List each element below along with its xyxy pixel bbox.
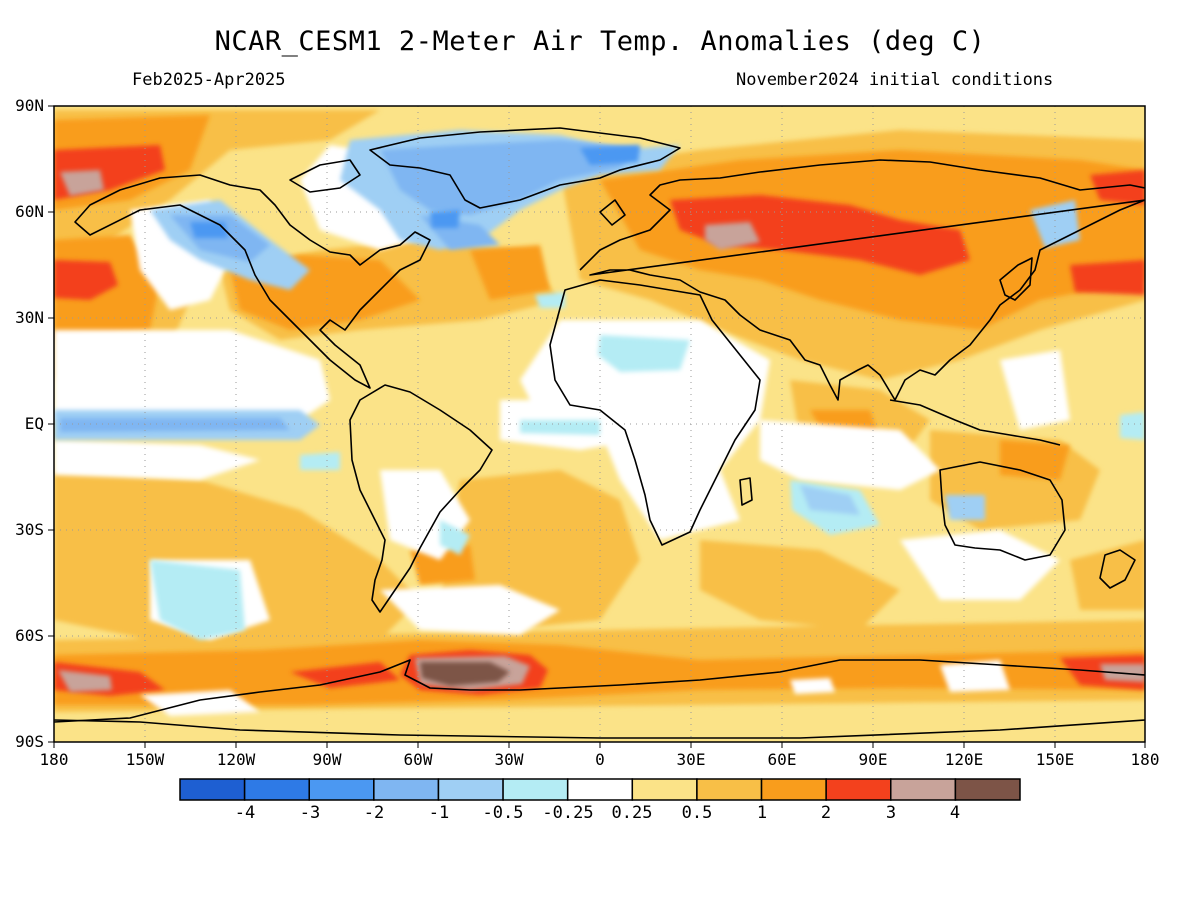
colorbar xyxy=(179,778,1021,801)
lon-label-30e: 30E xyxy=(676,750,706,769)
lat-label-90s: 90S xyxy=(15,732,44,751)
colorbar-label: -3 xyxy=(299,803,321,823)
lon-label-0: 0 xyxy=(595,750,605,769)
colorbar-swatch xyxy=(437,778,504,801)
lon-label-120w: 120W xyxy=(216,750,256,769)
lon-label-90e: 90E xyxy=(858,750,888,769)
colorbar-swatch xyxy=(760,778,827,801)
lon-label-60e: 60E xyxy=(767,750,797,769)
chart-title: NCAR_CESM1 2-Meter Air Temp. Anomalies (… xyxy=(214,26,986,57)
lon-label-150w: 150W xyxy=(125,750,165,769)
lon-label-30w: 30W xyxy=(494,750,524,769)
lat-label-90n: 90N xyxy=(15,96,44,115)
colorbar-swatch xyxy=(566,778,634,801)
colorbar-label: -0.5 xyxy=(482,803,524,823)
colorbar-swatch xyxy=(373,778,440,801)
anomaly-field xyxy=(54,106,1145,742)
lon-label-120e: 120E xyxy=(944,750,984,769)
colorbar-label: 0.25 xyxy=(611,803,653,823)
colorbar-swatch xyxy=(243,778,310,801)
lat-label-60n: 60N xyxy=(15,202,44,221)
colorbar-label: 4 xyxy=(949,803,961,823)
lat-label-30n: 30N xyxy=(15,308,44,327)
colorbar-label: 2 xyxy=(820,803,832,823)
colorbar-swatch xyxy=(502,778,569,801)
lon-label-90w: 90W xyxy=(312,750,342,769)
colorbar-swatch xyxy=(631,778,698,801)
colorbar-swatch xyxy=(890,778,957,801)
colorbar-label: 1 xyxy=(756,803,768,823)
colorbar-swatch xyxy=(308,778,375,801)
colorbar-swatch xyxy=(696,778,763,801)
colorbar-label: -0.25 xyxy=(542,803,594,823)
colorbar-swatch xyxy=(825,778,892,801)
lat-label-eq: EQ xyxy=(24,414,44,433)
colorbar-swatch xyxy=(954,778,1021,801)
colorbar-label: -4 xyxy=(234,803,256,823)
lon-label-180e: 180 xyxy=(1130,750,1160,769)
init-conditions: November2024 initial conditions xyxy=(736,70,1054,90)
tick-marks xyxy=(48,105,1146,748)
lat-label-30s: 30S xyxy=(15,520,44,539)
colorbar-label: -2 xyxy=(363,803,385,823)
lon-label-150e: 150E xyxy=(1035,750,1075,769)
colorbar-label: -1 xyxy=(428,803,450,823)
colorbar-swatch xyxy=(179,778,246,801)
colorbar-label: 3 xyxy=(885,803,897,823)
lon-label-60w: 60W xyxy=(403,750,433,769)
coastlines xyxy=(54,127,1145,739)
lat-label-60s: 60S xyxy=(15,626,44,645)
forecast-period: Feb2025-Apr2025 xyxy=(132,70,286,90)
colorbar-label: 0.5 xyxy=(681,803,713,823)
lon-label-180w: 180 xyxy=(39,750,69,769)
